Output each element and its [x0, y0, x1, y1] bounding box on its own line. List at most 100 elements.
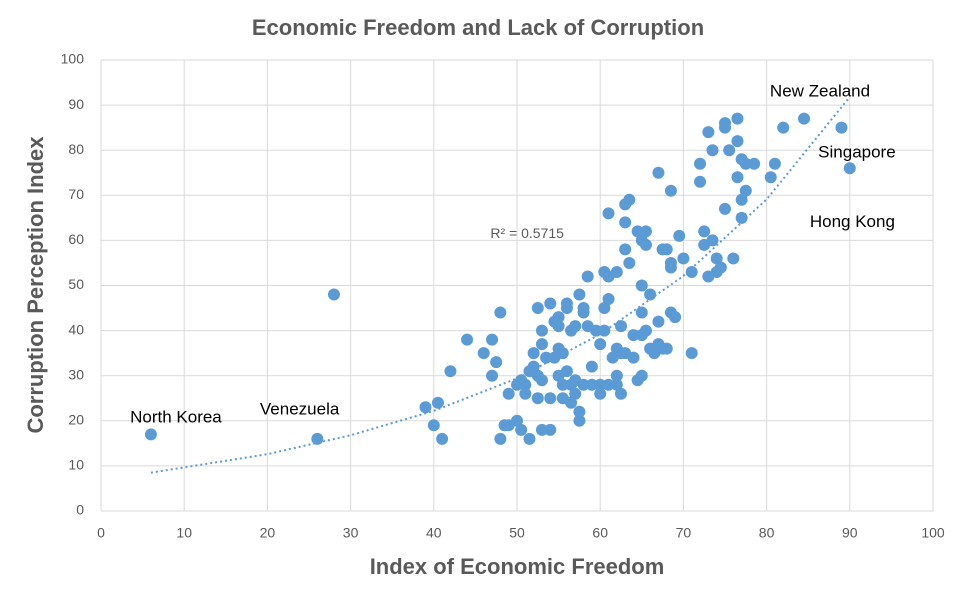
- point: [573, 414, 586, 427]
- point: [669, 311, 682, 324]
- point: [494, 306, 507, 319]
- point: [619, 216, 632, 229]
- y-tick-label: 80: [68, 141, 84, 157]
- point: [798, 112, 811, 125]
- point: [560, 302, 573, 315]
- point: [652, 315, 665, 328]
- x-axis-title: Index of Economic Freedom: [370, 554, 665, 579]
- point: [311, 432, 324, 445]
- annotation: New Zealand: [770, 82, 870, 101]
- point: [660, 243, 673, 256]
- point: [623, 193, 636, 206]
- point: [552, 320, 565, 333]
- point: [535, 324, 548, 337]
- point: [615, 387, 627, 400]
- x-tick-label: 40: [426, 525, 442, 541]
- x-tick-label: 0: [97, 525, 105, 541]
- point: [615, 320, 627, 333]
- y-tick-label: 40: [68, 321, 84, 337]
- point: [731, 135, 744, 148]
- x-tick-label: 30: [343, 525, 359, 541]
- point: [585, 378, 598, 391]
- point: [731, 112, 744, 125]
- point: [706, 144, 719, 157]
- point: [490, 356, 503, 369]
- point: [602, 378, 615, 391]
- x-tick-label: 100: [921, 525, 945, 541]
- point: [427, 419, 440, 432]
- point: [610, 265, 623, 278]
- point: [702, 126, 715, 139]
- point: [635, 279, 648, 292]
- point: [552, 311, 565, 324]
- point: [486, 333, 499, 346]
- point: [714, 261, 727, 274]
- point: [777, 121, 790, 134]
- x-tick-label: 60: [592, 525, 608, 541]
- point: [494, 432, 507, 445]
- point: [694, 157, 707, 170]
- point: [569, 320, 582, 333]
- point: [677, 252, 690, 265]
- point: [560, 365, 573, 378]
- x-tick-label: 80: [759, 525, 775, 541]
- point: [444, 365, 457, 378]
- y-tick-label: 20: [68, 412, 84, 428]
- point: [627, 329, 640, 342]
- point: [419, 401, 432, 414]
- point: [698, 225, 711, 238]
- y-tick-label: 10: [68, 457, 84, 473]
- point: [685, 347, 698, 360]
- point: [477, 347, 490, 360]
- annotation: North Korea: [130, 408, 222, 427]
- point: [535, 338, 548, 351]
- point: [664, 261, 677, 274]
- point: [706, 234, 719, 247]
- x-tick-label: 90: [842, 525, 858, 541]
- point: [519, 387, 532, 400]
- y-tick-label: 0: [76, 502, 84, 518]
- y-axis-title: Corruption Perception Index: [23, 136, 48, 434]
- chart-title: Economic Freedom and Lack of Corruption: [252, 15, 704, 40]
- point: [627, 351, 640, 364]
- point: [511, 414, 523, 427]
- point: [585, 360, 598, 373]
- point: [544, 423, 557, 436]
- point: [719, 121, 731, 134]
- x-tick-label: 20: [260, 525, 276, 541]
- y-tick-label: 50: [68, 276, 84, 292]
- point: [764, 171, 777, 184]
- point: [581, 270, 594, 283]
- point: [610, 378, 623, 391]
- point: [719, 202, 731, 215]
- point: [619, 243, 632, 256]
- point: [631, 225, 644, 238]
- point: [610, 369, 623, 382]
- point: [694, 175, 707, 188]
- point: [327, 288, 340, 301]
- point: [436, 432, 449, 445]
- point: [531, 302, 544, 315]
- point: [739, 157, 752, 170]
- y-tick-label: 100: [61, 51, 85, 67]
- point: [544, 392, 557, 405]
- annotation: Hong Kong: [810, 212, 895, 231]
- y-tick-label: 30: [68, 366, 84, 382]
- point: [527, 347, 540, 360]
- point: [710, 252, 723, 265]
- point: [644, 288, 657, 301]
- point: [556, 378, 569, 391]
- point: [635, 369, 648, 382]
- point: [598, 324, 611, 337]
- point: [535, 423, 548, 436]
- point: [486, 369, 499, 382]
- point: [519, 378, 532, 391]
- x-tick-label: 50: [509, 525, 525, 541]
- point: [735, 193, 748, 206]
- point: [461, 333, 474, 346]
- point: [594, 387, 607, 400]
- point: [660, 342, 673, 355]
- point: [590, 324, 603, 337]
- point: [664, 184, 677, 197]
